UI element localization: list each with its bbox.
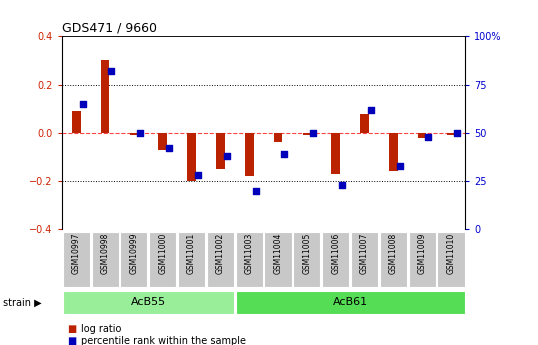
Text: AcB55: AcB55 [131,297,166,307]
Bar [130,133,138,135]
Bar [63,232,90,287]
Point [280,151,289,157]
Bar [149,232,176,287]
Point [395,163,404,168]
Point [366,107,375,112]
Text: GSM11007: GSM11007 [360,233,369,274]
Bar [63,291,234,314]
Bar [236,291,464,314]
Text: strain ▶: strain ▶ [3,298,41,308]
Bar [236,232,263,287]
Bar [380,232,407,287]
Bar [351,232,378,287]
Bar [302,133,311,135]
Text: GDS471 / 9660: GDS471 / 9660 [62,21,157,34]
Point [165,146,173,151]
Bar [91,232,119,287]
Point [222,153,231,159]
Text: GSM11002: GSM11002 [216,233,225,274]
Point [107,68,116,74]
Bar [360,114,369,133]
Bar [418,133,427,138]
Text: GSM10997: GSM10997 [72,233,81,274]
Text: percentile rank within the sample: percentile rank within the sample [81,336,246,345]
Bar [389,133,398,171]
Text: GSM11004: GSM11004 [273,233,282,274]
Point [309,130,317,136]
Bar [178,232,205,287]
Text: GSM11005: GSM11005 [302,233,312,274]
Text: ■: ■ [67,336,76,345]
Bar [408,232,436,287]
Text: GSM10999: GSM10999 [130,233,138,274]
Text: GSM11009: GSM11009 [417,233,427,274]
Text: GSM11000: GSM11000 [158,233,167,274]
Text: GSM10998: GSM10998 [101,233,110,274]
Point [136,130,145,136]
Bar [121,232,147,287]
Text: GSM11006: GSM11006 [331,233,340,274]
Bar [72,111,81,133]
Bar [245,133,253,176]
Point [79,101,87,107]
Text: GSM11010: GSM11010 [447,233,456,274]
Point [338,182,346,188]
Text: GSM11003: GSM11003 [245,233,254,274]
Bar [331,133,340,174]
Bar [265,232,292,287]
Point [424,134,433,139]
Point [251,188,260,194]
Bar [437,232,464,287]
Text: AcB61: AcB61 [332,297,367,307]
Bar [447,133,455,135]
Bar [207,232,234,287]
Point [194,172,202,178]
Point [453,130,462,136]
Bar [187,133,196,181]
Bar [274,133,282,142]
Text: log ratio: log ratio [81,325,121,334]
Text: ■: ■ [67,325,76,334]
Text: GSM11008: GSM11008 [389,233,398,274]
Text: GSM11001: GSM11001 [187,233,196,274]
Bar [101,60,109,133]
Bar [293,232,321,287]
Bar [216,133,225,169]
Bar [322,232,349,287]
Bar [158,133,167,150]
